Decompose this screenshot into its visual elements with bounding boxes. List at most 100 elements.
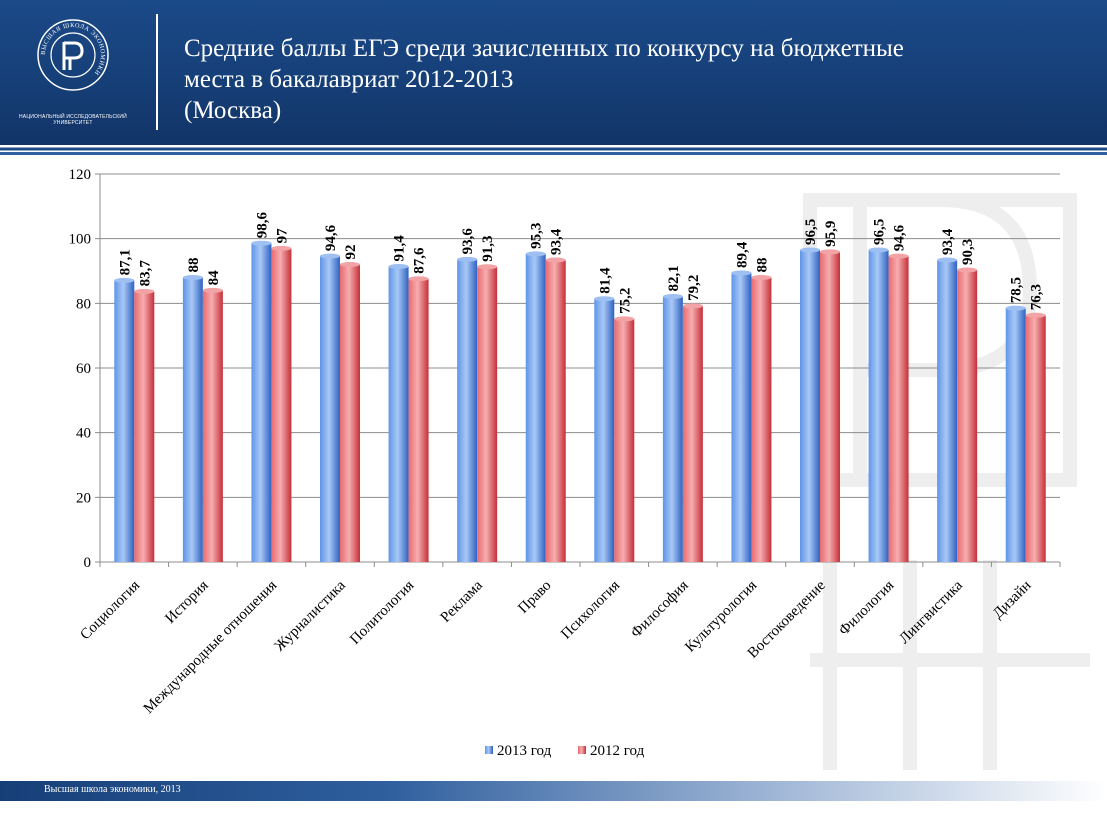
bar <box>457 259 478 562</box>
bar <box>134 291 155 562</box>
bar-cap <box>525 251 546 257</box>
bar-cap <box>408 276 429 282</box>
y-tick-label: 0 <box>84 555 92 571</box>
bar-cap <box>820 249 840 255</box>
data-label: 95,3 <box>529 223 545 249</box>
bar-cap <box>594 296 615 302</box>
data-label: 88 <box>186 257 202 272</box>
header-banner <box>0 0 1107 145</box>
bar-cap <box>800 247 820 253</box>
x-tick-label: Социология <box>77 577 143 643</box>
bar-cap <box>477 264 498 270</box>
bar <box>202 290 223 562</box>
bar-chart: 0 20 40 60 80 100 120 87,1 83,7 Социология 88 84 Ис… <box>69 167 1061 759</box>
legend-swatch <box>578 746 586 754</box>
y-tick-label: 40 <box>76 426 91 442</box>
bar <box>251 243 272 562</box>
bar-cap <box>271 245 292 251</box>
data-label: 88 <box>754 257 770 272</box>
bar <box>888 256 909 562</box>
header-stripe <box>0 145 1107 155</box>
bar-cap <box>202 287 223 293</box>
logo-caption-line2: УНИВЕРСИТЕТ <box>53 120 93 126</box>
legend-label: 2013 год <box>497 743 552 759</box>
data-label: 79,2 <box>686 275 702 301</box>
title-line-1: Средние баллы ЕГЭ среди зачисленных по к… <box>184 35 904 62</box>
data-label: 94,6 <box>323 224 339 251</box>
bar-cap <box>888 253 909 259</box>
x-tick-label: Психология <box>558 577 623 642</box>
bar <box>957 270 978 562</box>
x-tick-label: Дизайн <box>990 578 1034 622</box>
bar <box>731 272 752 562</box>
bar-cap <box>545 257 566 263</box>
bar <box>271 248 292 562</box>
data-label: 93,4 <box>549 228 565 255</box>
bar <box>477 266 498 562</box>
bar <box>868 249 889 562</box>
bar <box>820 251 840 562</box>
y-tick-label: 60 <box>76 361 91 377</box>
bar <box>320 256 340 562</box>
bar <box>937 260 958 562</box>
x-tick-label: Филология <box>836 577 897 638</box>
bar-cap <box>251 240 272 246</box>
data-label: 82,1 <box>666 265 682 291</box>
title-line-2: места в бакалавриат 2012-2013 <box>184 66 514 93</box>
bar-cap <box>182 274 203 280</box>
data-label: 91,4 <box>392 235 408 262</box>
x-tick-label: Культурология <box>682 577 760 655</box>
data-label: 87,6 <box>412 247 428 274</box>
data-label: 92 <box>343 245 359 260</box>
footer-text: Высшая школа экономики, 2013 <box>44 784 181 795</box>
logo-caption-line1: НАЦИОНАЛЬНЫЙ ИССЛЕДОВАТЕЛЬСКИЙ <box>19 114 127 120</box>
logo-ring-text: ВЫСШАЯ ШКОЛА ЭКОНОМИКИ <box>40 22 106 77</box>
data-label: 93,4 <box>940 228 956 255</box>
data-label: 87,1 <box>117 249 133 275</box>
bar-cap <box>340 262 360 268</box>
bar-cap <box>114 277 135 283</box>
data-label: 83,7 <box>137 260 153 287</box>
data-label: 94,6 <box>892 224 908 251</box>
bar <box>614 318 635 562</box>
data-label: 76,3 <box>1029 284 1045 310</box>
bar <box>751 277 772 562</box>
x-tick-label: Право <box>515 578 554 617</box>
bar <box>662 296 683 562</box>
y-tick-label: 80 <box>76 296 91 312</box>
bar-cap <box>457 256 478 262</box>
data-label: 95,9 <box>823 221 839 247</box>
legend-swatch <box>485 746 493 754</box>
bar <box>1005 308 1026 562</box>
data-label: 90,3 <box>960 239 976 265</box>
bar-cap <box>614 316 635 322</box>
bar-cap <box>682 303 703 309</box>
header-divider <box>156 14 158 130</box>
x-tick-label: Реклама <box>438 577 487 626</box>
bar-cap <box>731 270 752 276</box>
x-tick-label: История <box>162 577 211 626</box>
data-label: 96,5 <box>872 219 888 245</box>
bar-cap <box>662 294 683 300</box>
bar <box>525 253 546 562</box>
logo-caption: НАЦИОНАЛЬНЫЙ ИССЛЕДОВАТЕЛЬСКИЙ УНИВЕРСИТ… <box>14 114 132 126</box>
x-tick-label: Лингвистика <box>896 577 966 647</box>
data-label: 93,6 <box>460 228 476 255</box>
bar <box>388 266 409 562</box>
bar <box>114 280 135 562</box>
data-label: 91,3 <box>480 236 496 262</box>
hse-logo: ВЫСШАЯ ШКОЛА ЭКОНОМИКИ <box>37 19 109 91</box>
data-label: 75,2 <box>617 288 633 314</box>
bar <box>408 278 429 562</box>
x-tick-label: Журналистика <box>272 577 349 654</box>
x-tick-label: Философия <box>628 577 692 641</box>
x-tick-label: Международные отношения <box>141 577 281 717</box>
data-label: 84 <box>206 270 222 286</box>
data-label: 78,5 <box>1009 277 1025 303</box>
bar <box>1025 315 1046 562</box>
bar-cap <box>868 247 889 253</box>
y-tick-label: 120 <box>69 167 92 183</box>
bar-cap <box>134 288 155 294</box>
data-label: 98,6 <box>254 211 270 238</box>
bar <box>800 249 820 562</box>
